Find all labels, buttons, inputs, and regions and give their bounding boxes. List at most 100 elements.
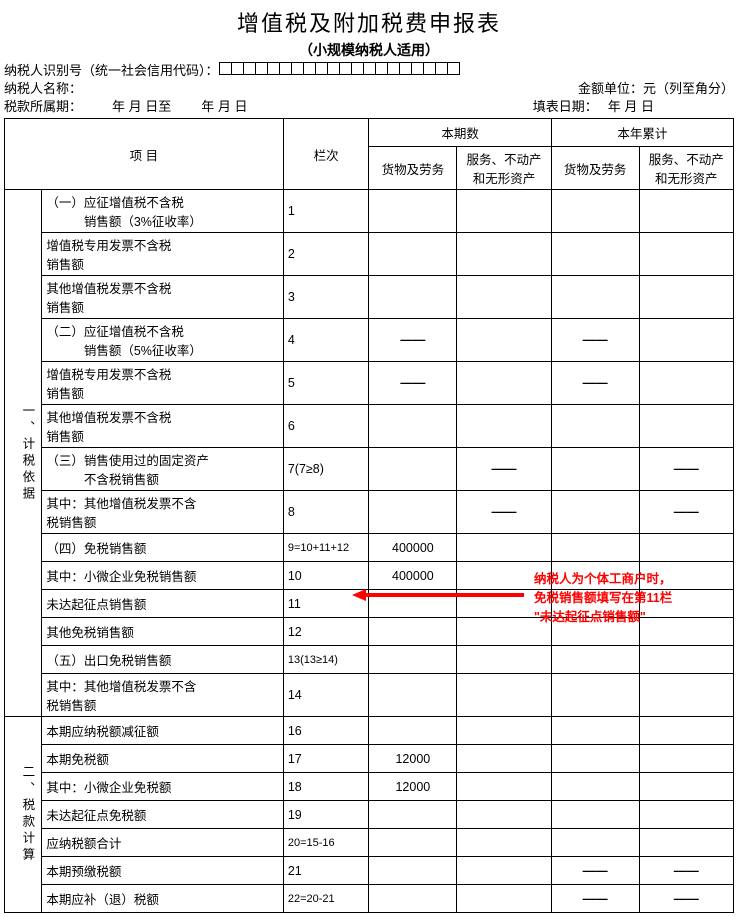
- row-label: 未达起征点免税额: [42, 801, 284, 829]
- table-row: 其他增值税发票不含税 销售额 6: [5, 405, 734, 448]
- table-row: 一、计税依据 （一）应征增值税不含税 销售额（3%征收率） 1: [5, 190, 734, 233]
- cell: ——: [639, 491, 733, 534]
- row-label: 其他免税销售额: [42, 618, 284, 646]
- row-no: 19: [283, 801, 369, 829]
- row-no: 7(7≥8): [283, 448, 369, 491]
- cell: ——: [457, 491, 551, 534]
- period-label: 税款所属期：: [4, 98, 82, 116]
- fill-date: 年 月 日: [608, 98, 654, 116]
- col-service-1: 服务、不动产和无形资产: [457, 147, 551, 190]
- period-to: 年 月 日: [201, 98, 247, 116]
- section1-label: 一、计税依据: [5, 190, 42, 717]
- cell: 12000: [369, 773, 457, 801]
- row-label: （四）免税销售额: [42, 534, 284, 562]
- table-row: （三）销售使用过的固定资产 不含税销售额 7(7≥8) —— ——: [5, 448, 734, 491]
- row-label: 应纳税额合计: [42, 829, 284, 857]
- col-item: 项 目: [5, 119, 284, 190]
- cell: ——: [551, 319, 639, 362]
- col-ytd: 本年累计: [551, 119, 733, 147]
- table-row: （四）免税销售额 9=10+11+12 400000: [5, 534, 734, 562]
- row-no: 12: [283, 618, 369, 646]
- row-no: 1: [283, 190, 369, 233]
- cell: ——: [639, 885, 733, 913]
- row-no: 20=15-16: [283, 829, 369, 857]
- row-label: 其中：小微企业免税销售额: [42, 562, 284, 590]
- arrow-line: [364, 593, 524, 597]
- table-row: 其中：小微企业免税额 18 12000: [5, 773, 734, 801]
- row-label: （三）销售使用过的固定资产 不含税销售额: [42, 448, 284, 491]
- row-label: 其中：其他增值税发票不含 税销售额: [42, 674, 284, 717]
- table-row: 增值税专用发票不含税 销售额 2: [5, 233, 734, 276]
- taxpayer-name-label: 纳税人名称：: [4, 80, 578, 98]
- row-no: 4: [283, 319, 369, 362]
- row-label: 本期免税额: [42, 745, 284, 773]
- row-no: 2: [283, 233, 369, 276]
- row-label: 增值税专用发票不含税 销售额: [42, 233, 284, 276]
- table-row: 本期免税额 17 12000: [5, 745, 734, 773]
- col-goods-2: 货物及劳务: [551, 147, 639, 190]
- cell: ——: [551, 857, 639, 885]
- row-no: 21: [283, 857, 369, 885]
- header-taxpayer-id-row: 纳税人识别号（统一社会信用代码）：: [4, 62, 734, 80]
- row-label: （二）应征增值税不含税 销售额（5%征收率）: [42, 319, 284, 362]
- period-from: 年 月 日至: [112, 98, 171, 116]
- row-no: 3: [283, 276, 369, 319]
- form-subtitle: （小规模纳税人适用）: [4, 40, 734, 60]
- row-label: 增值税专用发票不含税 销售额: [42, 362, 284, 405]
- row-no: 8: [283, 491, 369, 534]
- row-no: 17: [283, 745, 369, 773]
- row-no: 6: [283, 405, 369, 448]
- table-row: 应纳税额合计 20=15-16: [5, 829, 734, 857]
- main-table: 项 目 栏次 本期数 本年累计 货物及劳务 服务、不动产和无形资产 货物及劳务 …: [4, 118, 734, 913]
- fill-date-label: 填表日期：: [533, 98, 598, 116]
- cell: ——: [551, 362, 639, 405]
- row-label: 其中：其他增值税发票不含 税销售额: [42, 491, 284, 534]
- cell: 400000: [369, 534, 457, 562]
- row-no: 16: [283, 717, 369, 745]
- row-label: 其中：小微企业免税额: [42, 773, 284, 801]
- cell: ——: [551, 885, 639, 913]
- table-row: 其他免税销售额 12: [5, 618, 734, 646]
- table-head-row1: 项 目 栏次 本期数 本年累计: [5, 119, 734, 147]
- col-no: 栏次: [283, 119, 369, 190]
- col-current: 本期数: [369, 119, 551, 147]
- row-label: （一）应征增值税不含税 销售额（3%征收率）: [42, 190, 284, 233]
- table-row: 其中：其他增值税发票不含 税销售额 14: [5, 674, 734, 717]
- section2-label: 二、税款计算: [5, 717, 42, 913]
- row-label: （五）出口免税销售额: [42, 646, 284, 674]
- table-row: 其中：小微企业免税销售额 10 400000: [5, 562, 734, 590]
- table-row: 未达起征点免税额 19: [5, 801, 734, 829]
- header-name-row: 纳税人名称： 金额单位：元（列至角分）: [4, 80, 734, 98]
- row-no: 14: [283, 674, 369, 717]
- table-row: 二、税款计算 本期应纳税额减征额 16: [5, 717, 734, 745]
- cell: ——: [639, 857, 733, 885]
- table-row: 本期预缴税额 21 —— ——: [5, 857, 734, 885]
- row-no: 9=10+11+12: [283, 534, 369, 562]
- row-no: 10: [283, 562, 369, 590]
- col-service-2: 服务、不动产和无形资产: [639, 147, 733, 190]
- cell: 12000: [369, 745, 457, 773]
- table-row: 其中：其他增值税发票不含 税销售额 8 —— ——: [5, 491, 734, 534]
- cell: ——: [369, 319, 457, 362]
- table-row: 增值税专用发票不含税 销售额 5 —— ——: [5, 362, 734, 405]
- row-label: 未达起征点销售额: [42, 590, 284, 618]
- table-row: 本期应补（退）税额 22=20-21 —— ——: [5, 885, 734, 913]
- unit-label: 金额单位：元（列至角分）: [578, 80, 734, 98]
- cell: ——: [369, 362, 457, 405]
- row-no: 22=20-21: [283, 885, 369, 913]
- table-row: （二）应征增值税不含税 销售额（5%征收率） 4 —— ——: [5, 319, 734, 362]
- form-title: 增值税及附加税费申报表: [4, 6, 734, 38]
- row-label: 本期应补（退）税额: [42, 885, 284, 913]
- row-label: 本期预缴税额: [42, 857, 284, 885]
- row-no: 18: [283, 773, 369, 801]
- row-label: 本期应纳税额减征额: [42, 717, 284, 745]
- cell: ——: [457, 448, 551, 491]
- table-row: （五）出口免税销售额 13(13≥14): [5, 646, 734, 674]
- taxpayer-id-label: 纳税人识别号（统一社会信用代码）：: [4, 62, 219, 80]
- col-goods-1: 货物及劳务: [369, 147, 457, 190]
- row-label: 其他增值税发票不含税 销售额: [42, 276, 284, 319]
- row-no: 13(13≥14): [283, 646, 369, 674]
- row-no: 5: [283, 362, 369, 405]
- form-root: 增值税及附加税费申报表 （小规模纳税人适用） 纳税人识别号（统一社会信用代码）：…: [4, 6, 734, 913]
- header-period-row: 税款所属期： 年 月 日至 年 月 日 填表日期： 年 月 日: [4, 98, 734, 116]
